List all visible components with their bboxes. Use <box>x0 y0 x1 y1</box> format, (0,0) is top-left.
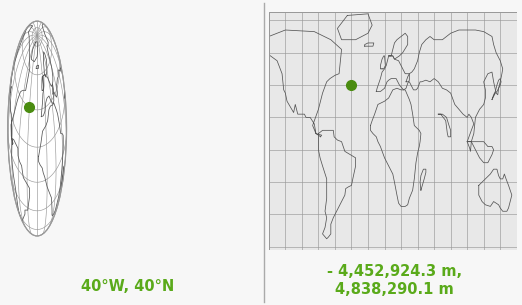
Text: - 4,452,924.3 m,
4,838,290.1 m: - 4,452,924.3 m, 4,838,290.1 m <box>327 264 461 297</box>
Text: 40°W, 40°N: 40°W, 40°N <box>81 279 174 294</box>
Ellipse shape <box>8 21 66 236</box>
